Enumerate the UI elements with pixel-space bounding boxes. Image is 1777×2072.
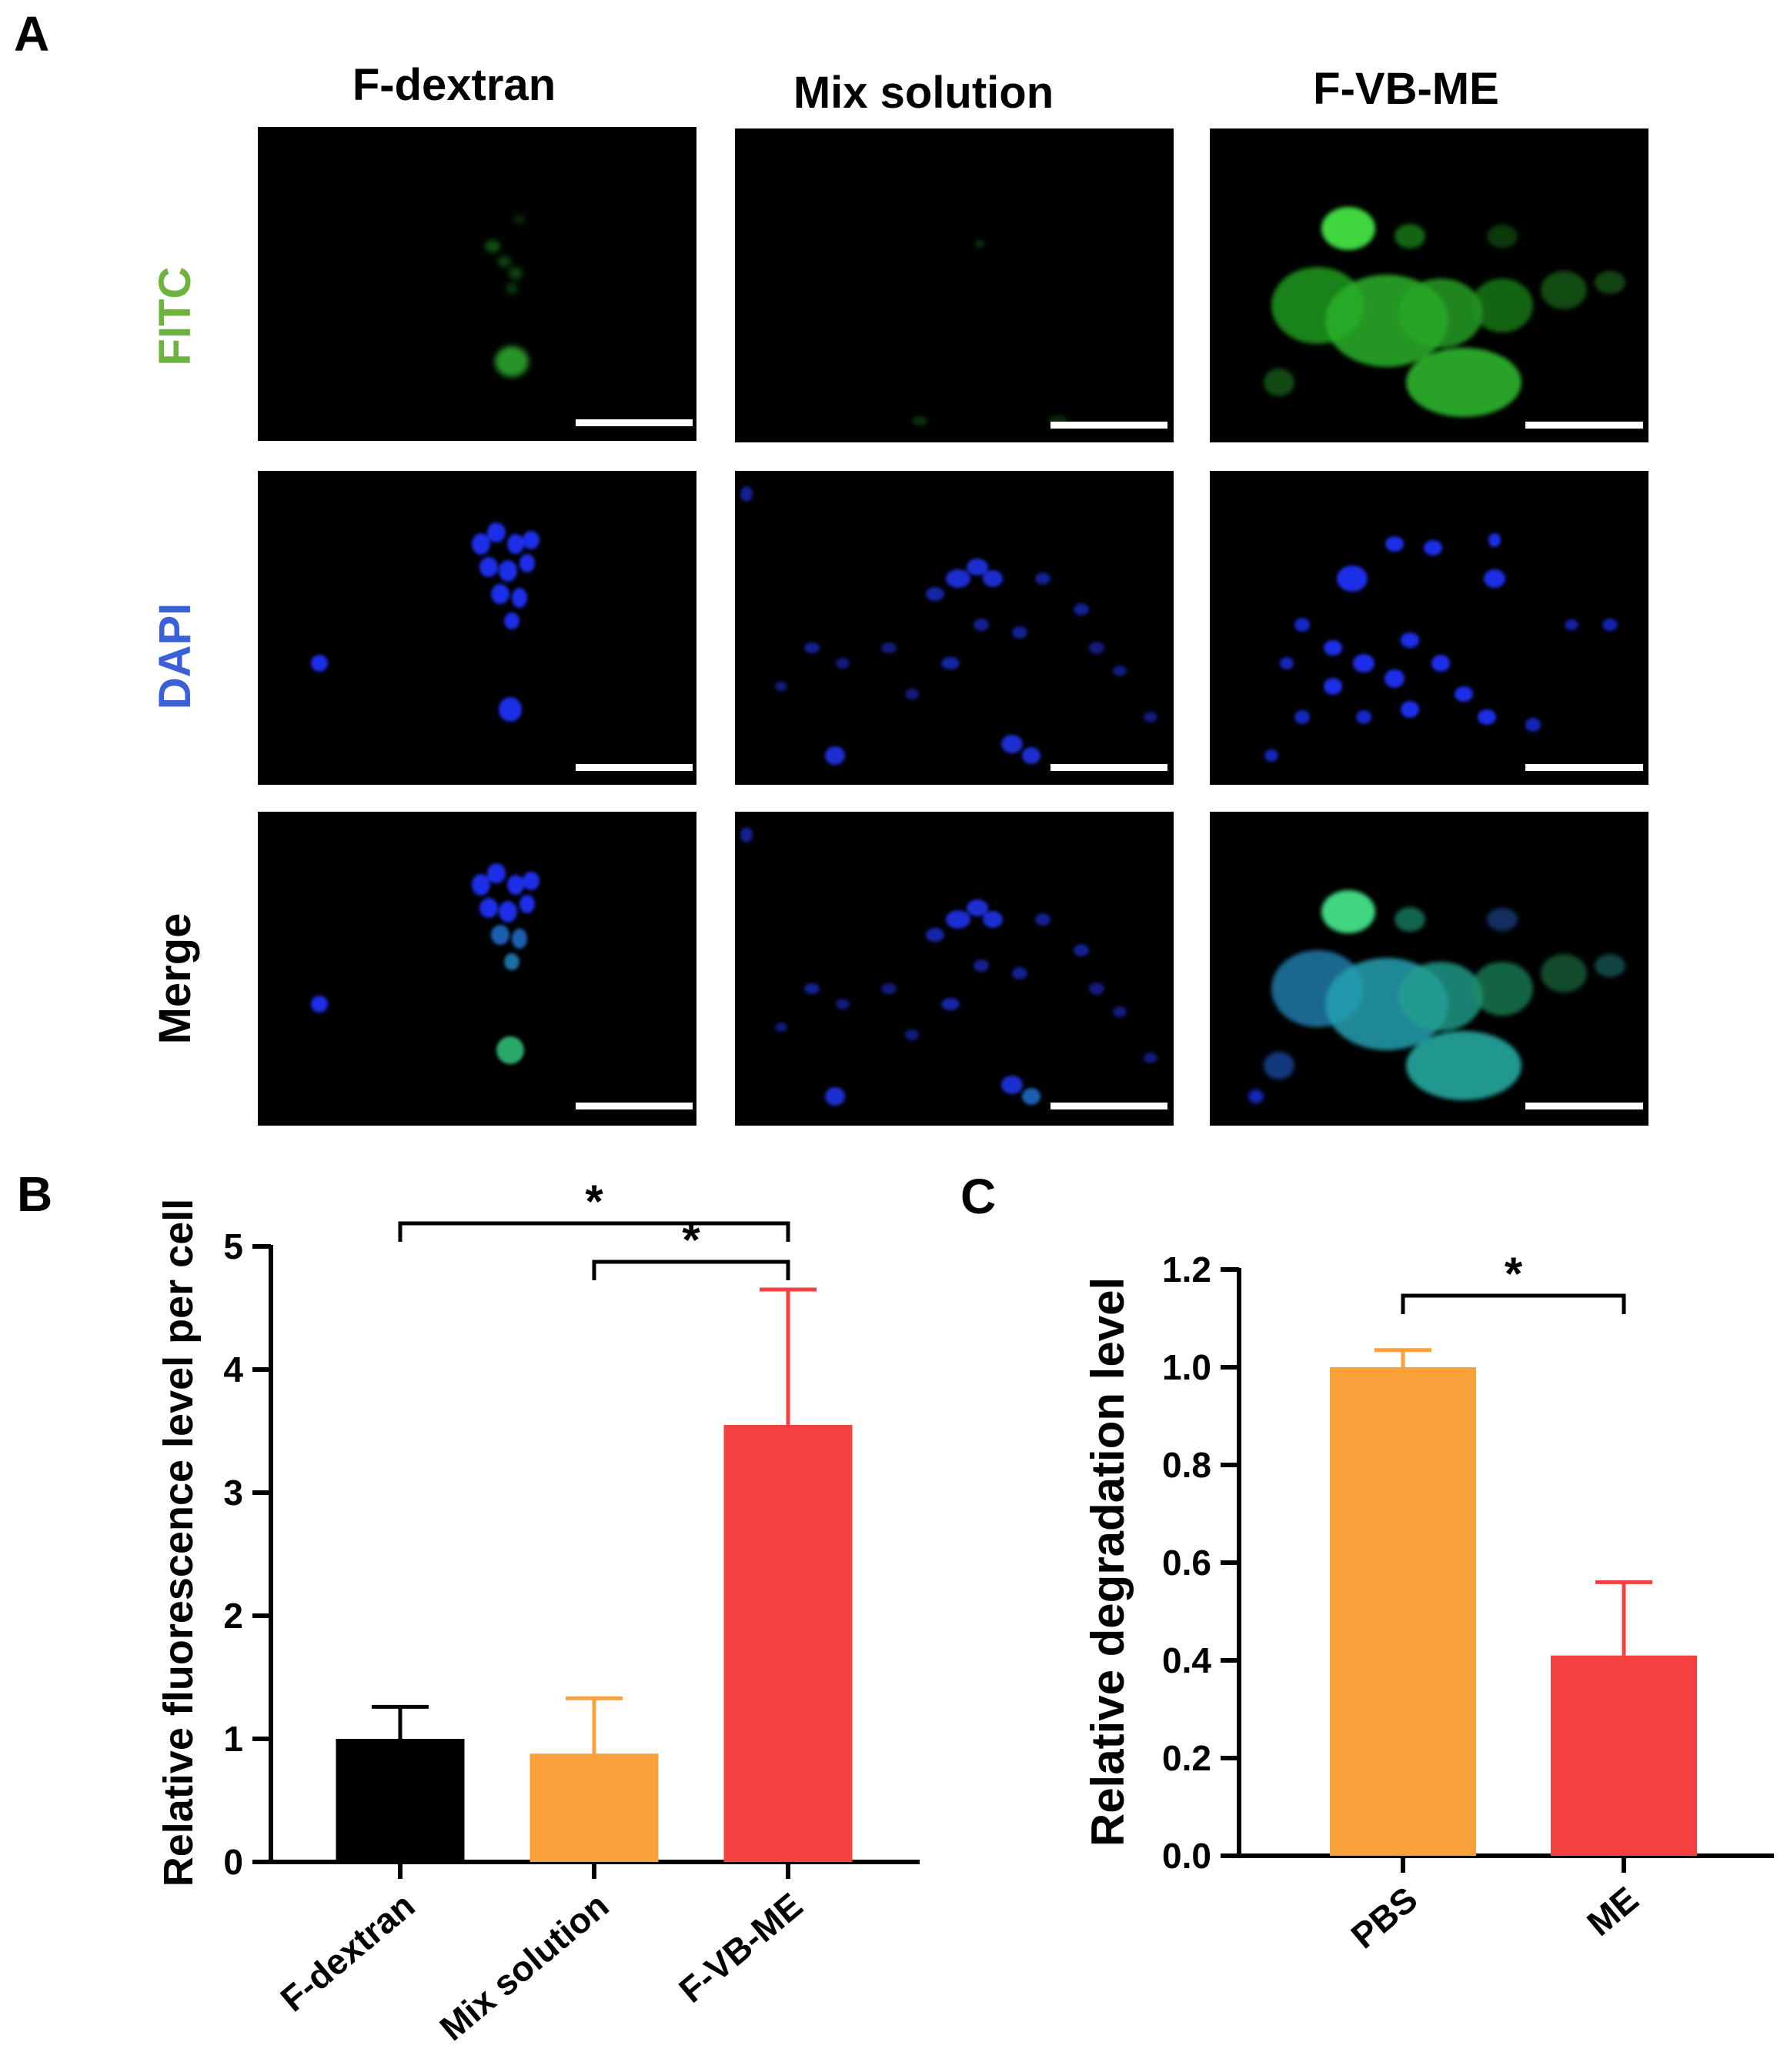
micrograph-merge-mix-solution: [735, 812, 1174, 1126]
scale-bar: [1051, 422, 1167, 429]
chart-c-y-tick-label: 1.2: [1162, 1250, 1211, 1290]
micrograph-merge-f-dextran: [258, 812, 696, 1126]
chart-c-y-tick-label: 0.4: [1162, 1640, 1211, 1680]
row-label-dapi: DAPI: [150, 602, 200, 710]
micrograph-dapi-f-dextran: [258, 471, 696, 785]
chart-b-significance-label-1: *: [682, 1214, 700, 1266]
chart-b-y-tick-label: 3: [223, 1473, 243, 1513]
micrograph-fitc-f-vb-me: [1210, 128, 1648, 442]
scale-bar: [576, 764, 693, 771]
chart-c-y-axis-label: Relative degradation level: [1082, 1277, 1134, 1847]
scale-bar: [1525, 1103, 1643, 1109]
scale-bar: [1051, 764, 1167, 771]
chart-c-y-tick-label: 0.0: [1162, 1836, 1211, 1876]
chart-b-y-tick-label: 4: [223, 1350, 243, 1390]
chart-b-category-label-0: F-dextran: [272, 1885, 422, 2020]
scale-bar: [1051, 1103, 1167, 1109]
chart-b-y-axis-label: Relative fluorescence level per cell: [155, 1199, 202, 1887]
chart-c-significance-label-0: *: [1505, 1248, 1523, 1300]
chart-b-y-tick-label: 5: [223, 1226, 243, 1266]
chart-b-y-tick-label: 0: [223, 1842, 243, 1882]
chart-c-significance-bracket-0: [1401, 1293, 1626, 1314]
panel-label-c: C: [960, 1169, 997, 1224]
chart-c-category-label-0: PBS: [1344, 1879, 1425, 1957]
micrograph-fitc-mix-solution: [735, 128, 1174, 442]
chart-c-bar-1: [1551, 1655, 1697, 1856]
micrograph-dapi-f-vb-me: [1210, 471, 1648, 785]
panel-label-b: B: [17, 1166, 53, 1222]
chart-c-category-label-1: ME: [1579, 1879, 1645, 1944]
row-label-merge: Merge: [150, 913, 200, 1045]
column-title-mix-solution: Mix solution: [793, 68, 1054, 118]
chart-b-bar-0: [336, 1739, 465, 1862]
micrograph-merge-f-vb-me: [1210, 812, 1648, 1126]
scale-bar: [576, 419, 693, 426]
micrograph-dapi-mix-solution: [735, 471, 1174, 785]
chart-c-y-tick-label: 0.8: [1162, 1445, 1211, 1485]
row-label-fitc: FITC: [150, 266, 200, 366]
chart-b-bar-2: [723, 1425, 853, 1862]
chart-b-bar-1: [529, 1753, 659, 1862]
chart-b-significance-bracket-0: [398, 1221, 790, 1242]
panel-label-a: A: [14, 6, 50, 62]
chart-b-y-tick-label: 1: [223, 1719, 243, 1759]
chart-c-y-tick-label: 0.2: [1162, 1738, 1211, 1778]
chart-c-y-tick-label: 0.6: [1162, 1543, 1211, 1583]
chart-b-significance-bracket-1: [592, 1260, 790, 1280]
scale-bar: [576, 1103, 693, 1109]
chart-b-y-tick-label: 2: [223, 1596, 243, 1636]
chart-b: 0 1 2 3 4 5 Relative fluorescence level per ce…: [155, 1176, 920, 2048]
chart-b-category-label-1: Mix solution: [432, 1885, 616, 2048]
chart-c-y-tick-label: 1.0: [1162, 1347, 1211, 1387]
column-title-f-vb-me: F-VB-ME: [1313, 64, 1499, 114]
micrograph-fitc-f-dextran: [258, 127, 696, 441]
scale-bar: [1525, 764, 1643, 771]
chart-c-bar-0: [1330, 1367, 1476, 1856]
chart-c: 0.0 0.2 0.4 0.6 0.8 1.0 1.2 Relative degradatio…: [1082, 1248, 1774, 1957]
scale-bar: [1525, 422, 1643, 429]
chart-b-significance-label-0: *: [585, 1176, 603, 1227]
chart-b-category-label-2: F-VB-ME: [671, 1885, 810, 2010]
column-title-f-dextran: F-dextran: [352, 60, 556, 110]
